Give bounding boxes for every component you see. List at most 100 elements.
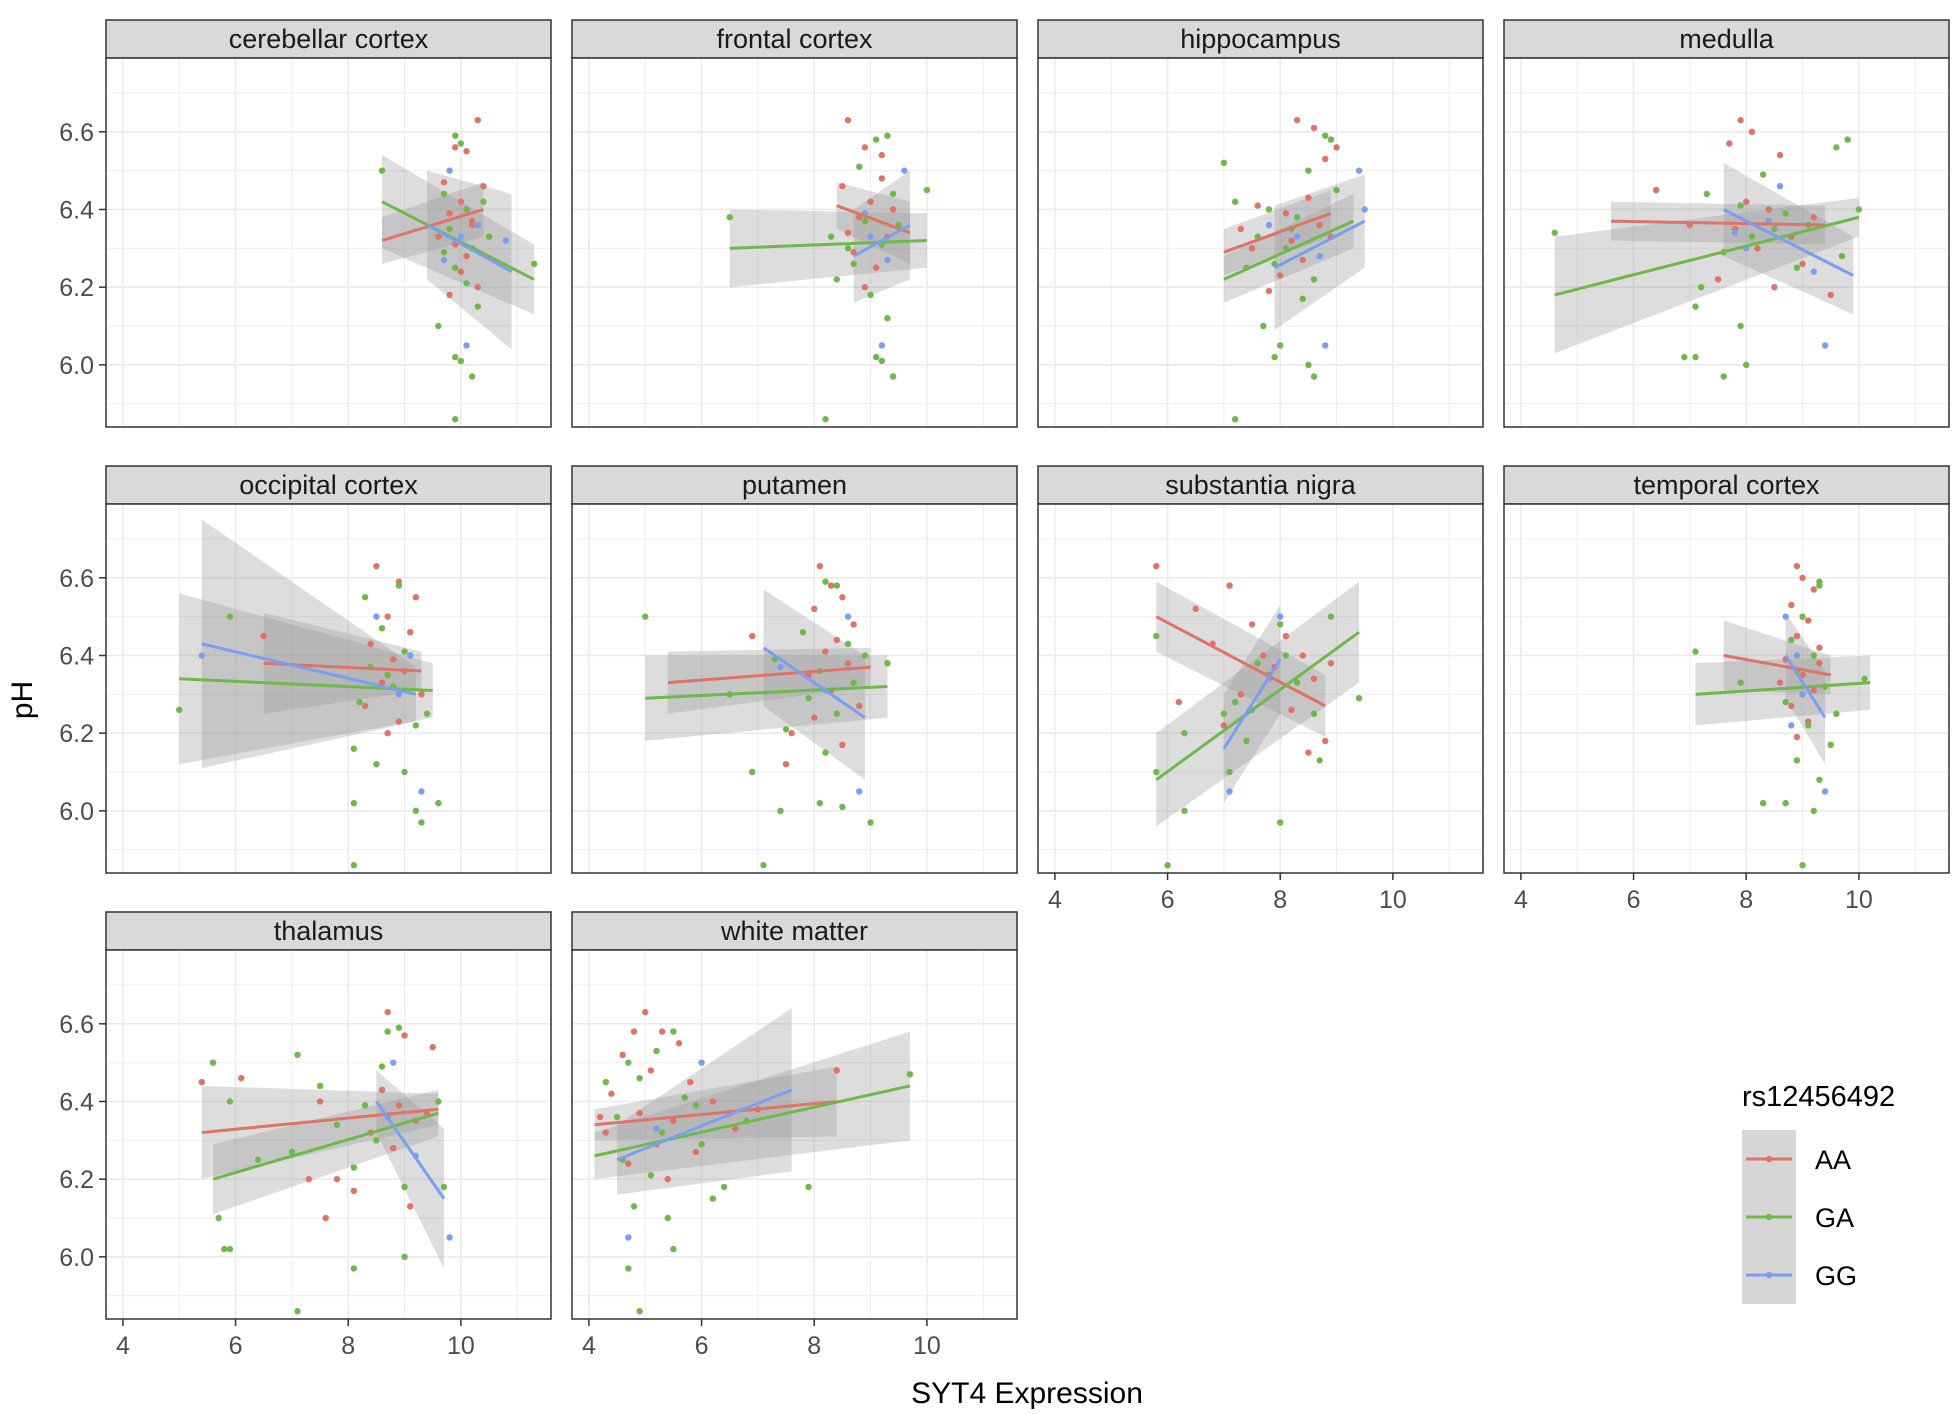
point-ga bbox=[625, 1059, 632, 1066]
point-aa bbox=[367, 640, 374, 648]
point-aa bbox=[457, 268, 465, 275]
panel-border bbox=[105, 949, 552, 1320]
point-ga bbox=[861, 652, 869, 659]
point-aa bbox=[395, 1102, 403, 1109]
point-gg bbox=[1782, 613, 1789, 620]
facet-title: hippocampus bbox=[1180, 24, 1341, 54]
point-ga bbox=[726, 214, 733, 221]
facet-title: cerebellar cortex bbox=[229, 24, 429, 54]
point-ga bbox=[378, 625, 386, 632]
panel-border bbox=[571, 949, 1018, 1320]
point-ga bbox=[350, 862, 358, 869]
point-ga bbox=[602, 1078, 609, 1086]
point-ga bbox=[457, 357, 465, 365]
point-ga bbox=[692, 1102, 700, 1109]
legend-key-point bbox=[1765, 1271, 1773, 1279]
point-ga bbox=[1759, 171, 1767, 178]
point-ga bbox=[642, 613, 649, 620]
point-aa bbox=[844, 229, 852, 236]
facet-temporal-cortex: temporal cortex 4 6 8 10 bbox=[1503, 465, 1950, 914]
facet-frontal-cortex: frontal cortex bbox=[571, 19, 1018, 428]
point-aa bbox=[1788, 601, 1795, 609]
point-ga bbox=[446, 225, 453, 233]
point-gg bbox=[373, 613, 380, 620]
point-aa bbox=[333, 1175, 341, 1183]
point-aa bbox=[608, 1090, 615, 1097]
point-aa bbox=[350, 1187, 358, 1195]
point-gg bbox=[406, 652, 414, 659]
point-aa bbox=[378, 1086, 386, 1094]
point-aa bbox=[1333, 144, 1340, 151]
gridlines bbox=[1038, 504, 1483, 873]
point-ga bbox=[452, 353, 459, 361]
point-ga bbox=[1293, 679, 1301, 686]
point-aa bbox=[237, 1074, 245, 1082]
point-ga bbox=[480, 198, 487, 205]
point-aa bbox=[463, 252, 470, 260]
panel-content bbox=[1551, 116, 1863, 380]
point-aa bbox=[872, 264, 880, 271]
point-ga bbox=[1305, 361, 1312, 369]
point-ga bbox=[1692, 353, 1699, 361]
point-ga bbox=[872, 353, 880, 361]
point-ga bbox=[889, 373, 897, 380]
point-ga bbox=[401, 1253, 408, 1261]
point-gg bbox=[474, 221, 481, 229]
point-aa bbox=[1816, 644, 1823, 651]
facet-substantia-nigra: substantia nigra 4 6 8 10 bbox=[1037, 465, 1484, 914]
point-ga bbox=[760, 862, 767, 869]
point-aa bbox=[630, 1028, 638, 1035]
point-ga bbox=[867, 291, 874, 299]
point-aa bbox=[1799, 671, 1806, 679]
point-ga bbox=[867, 819, 874, 826]
point-aa bbox=[732, 1125, 739, 1132]
panel-border bbox=[1037, 503, 1484, 874]
facet-title: putamen bbox=[742, 470, 847, 500]
point-aa bbox=[1816, 660, 1823, 667]
point-ga bbox=[670, 1028, 677, 1035]
facet-strip bbox=[105, 911, 552, 951]
point-aa bbox=[384, 1008, 391, 1016]
x-tick-label: 10 bbox=[447, 1332, 475, 1360]
confidence-band-aa bbox=[1156, 581, 1326, 738]
x-tick-label: 8 bbox=[341, 1332, 355, 1360]
fit-line-aa bbox=[381, 208, 484, 242]
confidence-band-gg bbox=[853, 170, 910, 303]
point-aa bbox=[452, 144, 459, 151]
panel-border bbox=[105, 57, 552, 428]
fit-line-ga bbox=[1695, 681, 1871, 696]
y-tick-label: 6.4 bbox=[59, 642, 94, 670]
point-aa bbox=[833, 636, 840, 644]
point-aa bbox=[647, 1067, 655, 1074]
point-ga bbox=[777, 807, 784, 815]
point-ga bbox=[1788, 636, 1795, 644]
point-ga bbox=[658, 1129, 666, 1136]
point-ga bbox=[670, 1245, 677, 1253]
point-ga bbox=[1703, 190, 1710, 198]
point-ga bbox=[412, 807, 420, 815]
point-ga bbox=[435, 322, 442, 330]
point-ga bbox=[625, 1265, 632, 1272]
point-ga bbox=[923, 186, 931, 194]
point-aa bbox=[839, 741, 846, 749]
x-tick-label: 4 bbox=[582, 1332, 596, 1360]
point-ga bbox=[833, 710, 840, 717]
x-tick-label: 10 bbox=[1379, 886, 1407, 914]
point-aa bbox=[1265, 287, 1273, 295]
point-aa bbox=[468, 217, 476, 225]
point-ga bbox=[1782, 799, 1789, 807]
point-aa bbox=[322, 1214, 329, 1222]
point-ga bbox=[884, 315, 891, 322]
legend-item-gg: GG bbox=[1742, 1246, 1857, 1304]
point-ga bbox=[1231, 198, 1239, 205]
point-aa bbox=[1810, 214, 1818, 221]
facet-strip bbox=[571, 911, 1018, 951]
point-ga bbox=[1810, 652, 1818, 659]
point-aa bbox=[856, 702, 863, 710]
point-gg bbox=[653, 1125, 660, 1132]
point-ga bbox=[1720, 373, 1727, 380]
point-ga bbox=[1310, 710, 1318, 717]
point-ga bbox=[613, 1113, 621, 1121]
point-ga bbox=[805, 695, 812, 702]
fit-line-ga bbox=[1554, 215, 1860, 297]
